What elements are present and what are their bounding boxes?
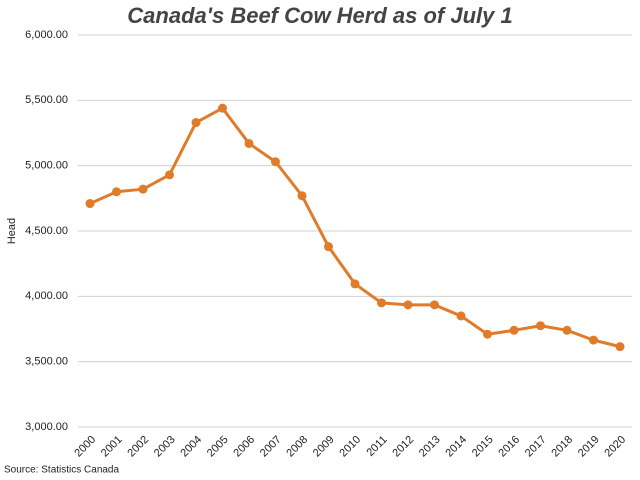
- data-point: [483, 329, 492, 339]
- data-point: [324, 242, 333, 252]
- data-point: [456, 311, 466, 321]
- data-point: [509, 325, 519, 335]
- x-tick-label: 2011: [364, 434, 389, 459]
- x-tick-label: 2012: [390, 434, 416, 460]
- y-tick-label: 4,000.00: [25, 290, 68, 302]
- x-tick-label: 2009: [311, 434, 337, 460]
- x-tick-label: 2000: [72, 434, 98, 460]
- x-tick-label: 2003: [152, 434, 178, 460]
- data-point: [165, 170, 174, 180]
- x-tick-label: 2008: [284, 434, 310, 460]
- x-tick-label: 2006: [231, 434, 257, 460]
- x-tick-label: 2020: [602, 434, 628, 460]
- y-tick-label: 3,500.00: [25, 356, 68, 368]
- data-point: [297, 191, 307, 201]
- x-tick-label: 2001: [99, 434, 125, 460]
- chart-title: Canada's Beef Cow Herd as of July 1: [127, 3, 512, 28]
- x-tick-label: 2015: [470, 434, 496, 460]
- x-tick-label: 2013: [417, 434, 443, 460]
- x-tick-label: 2010: [337, 434, 363, 460]
- data-point: [403, 300, 413, 310]
- data-point: [218, 103, 227, 113]
- data-line: [89, 106, 621, 349]
- x-tick-label: 2018: [549, 434, 575, 460]
- x-tick-label: 2014: [443, 434, 469, 460]
- y-tick-label: 5,000.00: [25, 160, 68, 172]
- data-point: [85, 199, 95, 209]
- data-point: [615, 342, 625, 352]
- y-tick-label: 5,500.00: [25, 94, 68, 106]
- data-point: [271, 157, 280, 167]
- y-tick-label: 3,000.00: [25, 421, 68, 433]
- data-point: [589, 335, 598, 345]
- data-point: [430, 300, 439, 310]
- data-point: [112, 187, 121, 197]
- data-point: [377, 298, 386, 308]
- x-tick-label: 2002: [125, 434, 151, 460]
- y-tick-label: 6,000.00: [25, 29, 68, 41]
- data-point: [138, 184, 148, 194]
- data-point: [536, 321, 545, 331]
- y-tick-label: 4,500.00: [25, 225, 68, 237]
- x-tick-label: 2017: [523, 434, 549, 460]
- source-note: Source: Statistics Canada: [4, 465, 119, 476]
- data-point: [244, 138, 254, 148]
- x-tick-label: 2016: [496, 434, 522, 460]
- data-point: [562, 325, 572, 335]
- x-tick-label: 2019: [576, 434, 602, 460]
- data-point: [191, 118, 201, 128]
- x-tick-label: 2004: [178, 434, 204, 460]
- x-tick-label: 2007: [258, 434, 284, 460]
- x-tick-label: 2005: [205, 434, 231, 460]
- data-point: [350, 279, 360, 289]
- y-axis-label: Head: [6, 218, 18, 244]
